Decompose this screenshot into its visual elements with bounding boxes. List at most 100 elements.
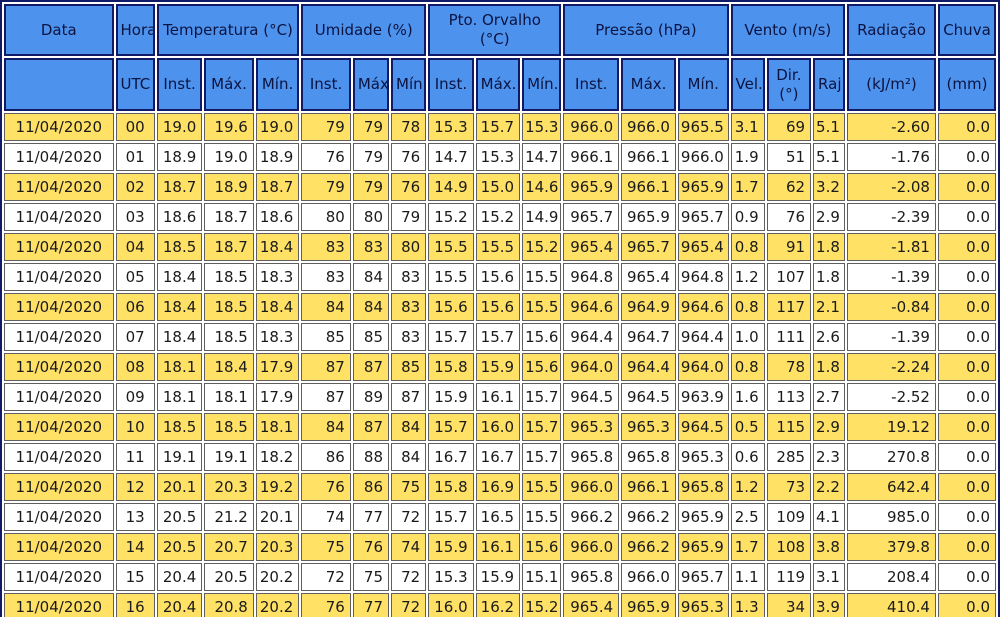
table-cell: 16.1 <box>475 533 521 561</box>
cell-date: 11/04/2020 <box>4 353 114 381</box>
table-cell: 0.0 <box>937 203 996 231</box>
cell-date: 11/04/2020 <box>4 143 114 171</box>
table-cell: 18.5 <box>156 233 203 261</box>
table-cell: 0.0 <box>937 113 996 141</box>
table-cell: 18.5 <box>156 413 203 441</box>
table-cell: 88 <box>352 443 390 471</box>
table-cell: 16.0 <box>428 593 474 617</box>
table-cell: 1.2 <box>730 473 765 501</box>
cell-hour: 02 <box>115 173 155 201</box>
table-cell: 20.1 <box>255 503 300 531</box>
table-cell: 0.0 <box>937 563 996 591</box>
table-cell: 85 <box>301 323 351 351</box>
table-cell: 966.0 <box>563 473 620 501</box>
table-cell: 18.6 <box>255 203 300 231</box>
table-cell: 964.5 <box>563 383 620 411</box>
table-cell: 0.0 <box>937 143 996 171</box>
table-cell: 964.0 <box>563 353 620 381</box>
table-cell: 15.9 <box>428 533 474 561</box>
table-cell: 76 <box>301 473 351 501</box>
table-cell: 117 <box>766 293 812 321</box>
table-cell: 18.7 <box>255 173 300 201</box>
table-cell: 20.4 <box>156 593 203 617</box>
table-cell: 72 <box>391 563 427 591</box>
subheader-vento-dir: Dir. (°) <box>766 58 812 111</box>
table-cell: 15.3 <box>428 113 474 141</box>
table-row: 11/04/2020 08 18.1 18.4 17.9 87 87 85 15.8 15.9 15… <box>4 353 996 381</box>
table-cell: 18.5 <box>204 263 254 291</box>
table-cell: 19.0 <box>156 113 203 141</box>
table-cell: 115 <box>766 413 812 441</box>
table-cell: 270.8 <box>847 443 936 471</box>
table-cell: 0.0 <box>937 443 996 471</box>
table-cell: 15.2 <box>475 203 521 231</box>
table-cell: 91 <box>766 233 812 261</box>
header-pressao: Pressão (hPa) <box>563 4 729 56</box>
table-cell: 964.0 <box>677 353 729 381</box>
table-cell: 51 <box>766 143 812 171</box>
table-cell: 18.7 <box>204 233 254 261</box>
table-cell: 964.5 <box>677 413 729 441</box>
header-pto-orvalho: Pto. Orvalho (°C) <box>428 4 562 56</box>
table-cell: 966.0 <box>621 563 676 591</box>
table-cell: 642.4 <box>847 473 936 501</box>
table-cell: 965.7 <box>677 203 729 231</box>
table-cell: 2.9 <box>813 203 846 231</box>
cell-hour: 10 <box>115 413 155 441</box>
table-cell: 15.7 <box>428 323 474 351</box>
subheader-temp-inst: Inst. <box>156 58 203 111</box>
table-cell: 83 <box>301 233 351 261</box>
table-cell: 80 <box>301 203 351 231</box>
table-cell: 2.6 <box>813 323 846 351</box>
table-cell: 74 <box>391 533 427 561</box>
table-cell: 14.7 <box>428 143 474 171</box>
cell-hour: 07 <box>115 323 155 351</box>
table-cell: 985.0 <box>847 503 936 531</box>
cell-hour: 04 <box>115 233 155 261</box>
table-cell: 76 <box>301 593 351 617</box>
header-sub-row: UTC Inst. Máx. Mín. Inst. Máx. Mín. Inst… <box>4 58 996 111</box>
table-cell: 15.9 <box>475 353 521 381</box>
cell-date: 11/04/2020 <box>4 443 114 471</box>
table-cell: 18.9 <box>156 143 203 171</box>
table-cell: 20.8 <box>204 593 254 617</box>
table-cell: 15.0 <box>475 173 521 201</box>
table-row: 11/04/2020 15 20.4 20.5 20.2 72 75 72 15.3 15.9 15… <box>4 563 996 591</box>
table-cell: 76 <box>391 143 427 171</box>
table-cell: 15.7 <box>522 383 562 411</box>
table-cell: 15.6 <box>428 293 474 321</box>
table-cell: 1.8 <box>813 353 846 381</box>
header-radiacao: Radiação <box>847 4 936 56</box>
table-cell: 965.3 <box>677 593 729 617</box>
table-cell: 87 <box>391 383 427 411</box>
table-cell: 965.8 <box>563 563 620 591</box>
table-cell: 109 <box>766 503 812 531</box>
table-cell: 966.0 <box>563 533 620 561</box>
table-cell: 0.8 <box>730 233 765 261</box>
table-row: 11/04/2020 11 19.1 19.1 18.2 86 88 84 16.7 16.7 15… <box>4 443 996 471</box>
table-row: 11/04/2020 02 18.7 18.9 18.7 79 79 76 14.9 15.0 14… <box>4 173 996 201</box>
table-cell: -0.84 <box>847 293 936 321</box>
table-cell: 0.6 <box>730 443 765 471</box>
table-cell: 18.5 <box>204 293 254 321</box>
table-cell: 0.0 <box>937 233 996 261</box>
table-cell: 15.7 <box>428 413 474 441</box>
table-cell: 15.3 <box>522 113 562 141</box>
table-row: 11/04/2020 04 18.5 18.7 18.4 83 83 80 15.5 15.5 15… <box>4 233 996 261</box>
table-cell: 84 <box>352 263 390 291</box>
table-cell: 15.9 <box>475 563 521 591</box>
table-cell: 964.8 <box>563 263 620 291</box>
table-cell: 79 <box>391 203 427 231</box>
cell-hour: 09 <box>115 383 155 411</box>
table-cell: 965.9 <box>563 173 620 201</box>
table-cell: 84 <box>391 443 427 471</box>
header-data: Data <box>4 4 114 56</box>
table-cell: 965.5 <box>677 113 729 141</box>
table-cell: -2.24 <box>847 353 936 381</box>
table-cell: 285 <box>766 443 812 471</box>
table-cell: 77 <box>352 593 390 617</box>
table-cell: 1.8 <box>813 233 846 261</box>
table-cell: 19.1 <box>156 443 203 471</box>
table-cell: 83 <box>391 263 427 291</box>
table-cell: 965.9 <box>621 593 676 617</box>
